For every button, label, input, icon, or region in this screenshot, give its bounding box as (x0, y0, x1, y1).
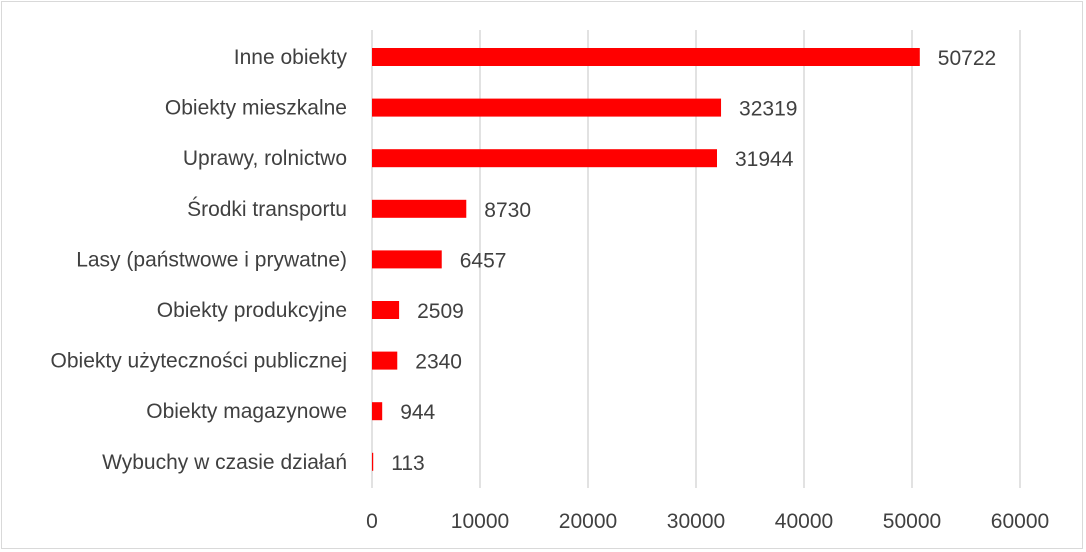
category-labels: Inne obiekty Obiekty mieszkalne Uprawy, ro… (51, 46, 348, 474)
data-label: 8730 (484, 199, 531, 222)
x-tick-label: 50000 (883, 510, 941, 533)
data-label: 113 (391, 452, 424, 475)
data-label: 32319 (739, 98, 797, 121)
bar (372, 301, 400, 319)
category-label: Obiekty produkcyjne (157, 299, 347, 322)
data-label: 944 (400, 401, 435, 424)
bars (372, 48, 920, 471)
x-tick-label: 40000 (775, 510, 833, 533)
bar (372, 452, 374, 471)
category-label: Obiekty magazynowe (146, 400, 347, 423)
bar (372, 48, 920, 66)
category-label: Wybuchy w czasie działań (102, 451, 347, 474)
category-label: Środki transportu (187, 197, 347, 221)
x-tick-label: 60000 (991, 510, 1049, 533)
bar (372, 199, 467, 218)
category-label: Obiekty mieszkalne (165, 97, 347, 120)
bar (372, 351, 398, 370)
x-tick-label: 30000 (667, 510, 725, 533)
bar (372, 402, 383, 421)
data-label: 6457 (460, 249, 507, 272)
bar (372, 250, 442, 269)
data-label: 50722 (938, 47, 996, 70)
category-label: Lasy (państwowe i prywatne) (76, 248, 347, 271)
x-tick-label: 10000 (451, 510, 509, 533)
category-label: Obiekty użyteczności publicznej (51, 350, 347, 373)
bar (372, 149, 717, 168)
data-label: 2509 (417, 300, 464, 323)
category-label: Inne obiekty (234, 46, 348, 69)
data-label: 2340 (415, 351, 462, 374)
x-tick-label: 20000 (559, 510, 617, 533)
bar (372, 98, 722, 117)
x-tick-label: 0 (366, 510, 378, 533)
data-label: 31944 (735, 148, 794, 171)
category-label: Uprawy, rolnictwo (183, 147, 347, 170)
x-tick-labels: 0 10000 20000 30000 40000 50000 60000 (366, 510, 1049, 533)
data-labels: 50722 32319 31944 8730 6457 2509 2340 944 113 (391, 47, 996, 475)
